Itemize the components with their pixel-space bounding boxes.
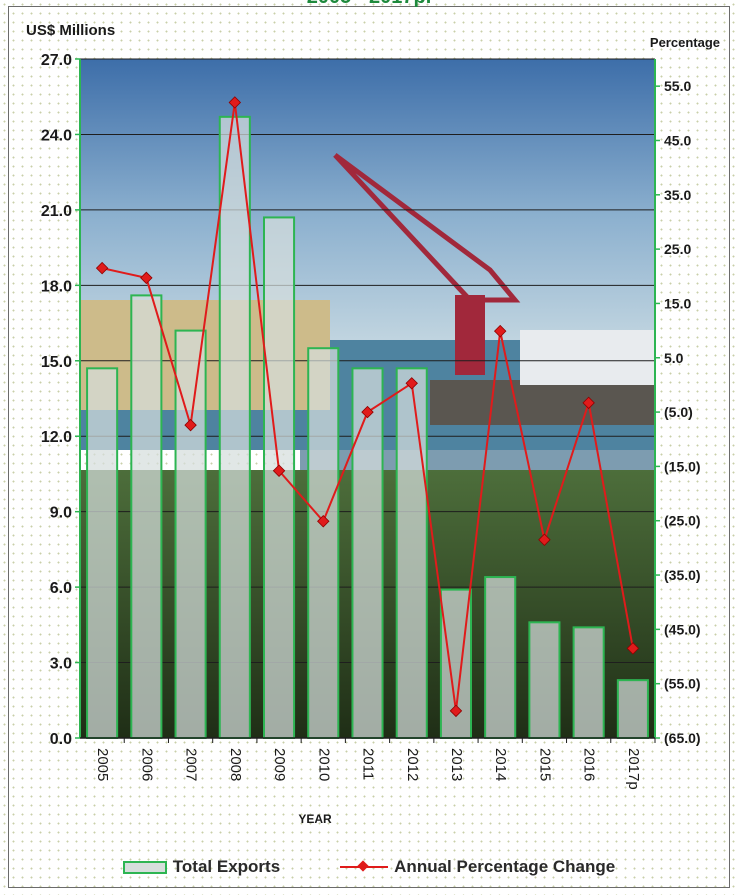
point-2005 <box>95 261 109 275</box>
x-axis-title: YEAR <box>298 812 332 826</box>
x-tick-label: 2013 <box>448 748 465 781</box>
y2-tick-label: 25.0 <box>664 241 691 257</box>
legend-item-exports: Total Exports <box>122 857 281 877</box>
point-2009 <box>272 464 286 477</box>
y2-tick-label: (35.0) <box>664 567 701 583</box>
point-2011 <box>361 405 374 419</box>
legend-label-change: Annual Percentage Change <box>394 857 616 876</box>
ship-hull-shape <box>520 330 655 385</box>
line-series <box>95 96 640 718</box>
y-tick-label: 27.0 <box>41 52 72 69</box>
x-tick-label: 2011 <box>360 748 377 780</box>
bar-2015 <box>528 621 561 740</box>
point-2016 <box>582 396 595 410</box>
y-tick-label: 9.0 <box>50 505 72 522</box>
legend: Total Exports Annual Percentage Change <box>0 854 738 880</box>
x-tick-label: 2007 <box>183 748 200 781</box>
x-tick-label: 2014 <box>492 748 509 781</box>
y-tick-label: 18.0 <box>41 278 72 295</box>
y2-axis-label: Percentage <box>649 35 720 50</box>
y-tick-label: 3.0 <box>50 656 72 673</box>
point-2015 <box>538 533 551 546</box>
chart-title: 2005 - 2017p. <box>0 0 738 9</box>
point-2006 <box>140 271 153 285</box>
legend-item-change: Annual Percentage Change <box>340 857 615 877</box>
x-tick-label: 2016 <box>581 748 598 781</box>
point-2017p <box>626 642 640 655</box>
y-tick-label: 24.0 <box>41 127 72 144</box>
legend-bar-swatch <box>122 860 167 874</box>
y2-tick-label: (5.0) <box>664 404 693 420</box>
axes: 0.0 3.0 6.0 9.0 12.0 15.0 18.0 21.0 24.0 27.0 (65.… <box>41 52 701 790</box>
y-tick-label: 0.0 <box>50 731 72 748</box>
y2-tick-label: (25.0) <box>664 513 701 529</box>
x-tick-label: 2009 <box>271 748 288 781</box>
y2-tick-label: (65.0) <box>664 730 701 746</box>
y2-tick-label: 15.0 <box>664 295 691 311</box>
x-tick-label: 2008 <box>227 748 244 781</box>
bar-2011 <box>351 367 384 739</box>
bar-2016 <box>572 626 605 739</box>
bar-2012 <box>395 367 428 739</box>
x-tick-label: 2012 <box>404 748 421 781</box>
legend-line-swatch <box>340 860 389 874</box>
chart-frame <box>8 6 730 888</box>
y2-tick-label: (55.0) <box>664 676 701 692</box>
bar-2014 <box>484 576 517 740</box>
x-tick-label: 2010 <box>315 748 332 781</box>
bar-2010 <box>307 347 340 739</box>
point-2008 <box>228 96 242 109</box>
legend-label-exports: Total Exports <box>172 857 281 876</box>
point-2012 <box>405 377 418 390</box>
bar-2006 <box>130 294 163 739</box>
crane-arm-shape <box>333 152 521 303</box>
y2-tick-label: (45.0) <box>664 621 701 637</box>
x-tick-label: 2005 <box>94 748 111 781</box>
y2-tick-label: 45.0 <box>664 132 691 148</box>
crane-tower-shape <box>455 295 485 375</box>
bar-2005 <box>86 367 119 739</box>
point-2007 <box>184 418 197 432</box>
point-2013 <box>449 704 463 718</box>
x-tick-label: 2015 <box>536 748 553 781</box>
bar-2017p <box>616 679 649 739</box>
y-tick-label: 12.0 <box>41 429 72 446</box>
bar-2007 <box>174 329 207 739</box>
y2-tick-label: 55.0 <box>664 78 691 94</box>
y-tick-label: 15.0 <box>41 354 72 371</box>
y-tick-label: 21.0 <box>41 203 72 220</box>
y2-tick-label: 5.0 <box>664 350 684 366</box>
bar-2008 <box>218 115 251 739</box>
y2-tick-label: 35.0 <box>664 187 691 203</box>
point-2014 <box>493 324 507 338</box>
y-axis-label: US$ Millions <box>26 22 116 39</box>
point-2010 <box>317 515 330 528</box>
x-tick-label: 2006 <box>138 748 155 781</box>
y-tick-label: 6.0 <box>50 580 72 597</box>
y2-tick-label: (15.0) <box>664 458 701 474</box>
pier-shape <box>430 380 655 425</box>
bar-2009 <box>263 216 296 739</box>
x-tick-label: 2017p <box>625 748 642 790</box>
